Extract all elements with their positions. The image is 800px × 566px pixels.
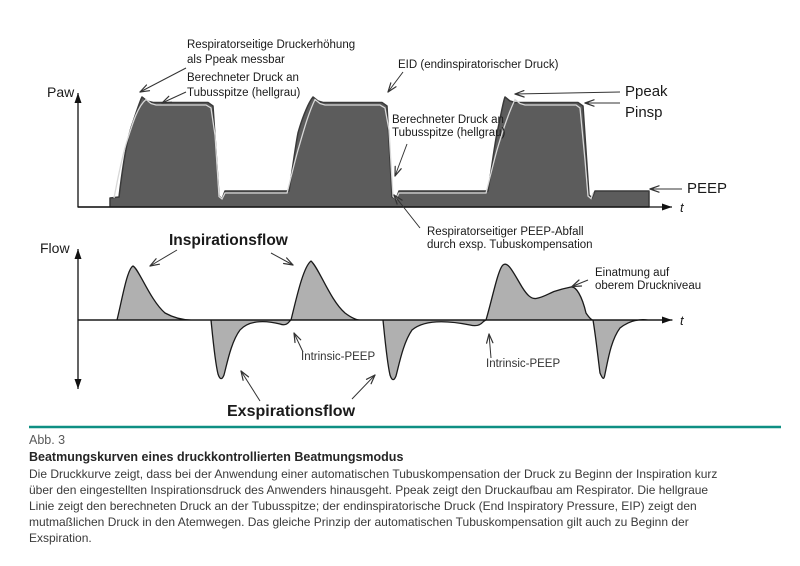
svg-text:Tubusspitze (hellgrau): Tubusspitze (hellgrau) [392, 127, 506, 139]
svg-text:Flow: Flow [40, 240, 70, 256]
svg-text:Paw: Paw [47, 84, 75, 100]
svg-text:Berechneter Druck an: Berechneter Druck an [392, 114, 504, 126]
svg-text:Respiratorseitige Druckerhöhun: Respiratorseitige Druckerhöhung [187, 39, 355, 51]
svg-text:Pinsp: Pinsp [625, 104, 663, 121]
svg-text:Abb. 3: Abb. 3 [29, 433, 65, 447]
svg-text:PEEP: PEEP [687, 180, 727, 197]
svg-text:Einatmung auf: Einatmung auf [595, 267, 670, 279]
svg-text:Exspirationsflow: Exspirationsflow [227, 403, 356, 420]
svg-text:Linie zeigt den berechneten Dr: Linie zeigt den berechneten Druck an der… [29, 499, 697, 513]
svg-text:EID (endinspiratorischer Druck: EID (endinspiratorischer Druck) [398, 59, 559, 71]
svg-text:Berechneter Druck an: Berechneter Druck an [187, 72, 299, 84]
svg-text:durch exsp. Tubuskompensation: durch exsp. Tubuskompensation [427, 239, 593, 251]
svg-text:Intrinsic-PEEP: Intrinsic-PEEP [486, 358, 560, 370]
svg-text:Die Druckkurve zeigt, dass bei: Die Druckkurve zeigt, dass bei der Anwen… [29, 467, 717, 481]
svg-text:oberem Druckniveau: oberem Druckniveau [595, 280, 701, 292]
svg-text:als Ppeak messbar: als Ppeak messbar [187, 54, 285, 66]
svg-text:über den eingestellten Inspira: über den eingestellten Inspirationsdruck… [29, 483, 708, 497]
svg-text:Tubusspitze (hellgrau): Tubusspitze (hellgrau) [187, 87, 301, 99]
svg-text:Ppeak: Ppeak [625, 83, 668, 100]
svg-text:Inspirationsflow: Inspirationsflow [169, 232, 289, 249]
svg-text:Intrinsic-PEEP: Intrinsic-PEEP [301, 351, 375, 363]
svg-text:mutmaßlichen Druck in den Atem: mutmaßlichen Druck in den Atemwegen. Das… [29, 515, 689, 529]
svg-text:Respiratorseitiger PEEP-Abfall: Respiratorseitiger PEEP-Abfall [427, 226, 584, 238]
svg-text:Beatmungskurven eines druckkon: Beatmungskurven eines druckkontrollierte… [29, 450, 403, 464]
svg-text:Exspiration.: Exspiration. [29, 531, 92, 545]
